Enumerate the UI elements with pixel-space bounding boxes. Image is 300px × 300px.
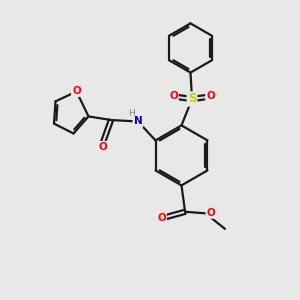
Text: O: O — [157, 213, 166, 223]
Text: O: O — [72, 86, 81, 96]
Text: O: O — [206, 91, 215, 101]
Text: S: S — [188, 92, 196, 106]
Text: O: O — [206, 208, 215, 218]
Text: N: N — [134, 116, 142, 127]
Text: O: O — [98, 142, 107, 152]
Text: O: O — [169, 91, 178, 101]
Text: H: H — [128, 109, 135, 118]
